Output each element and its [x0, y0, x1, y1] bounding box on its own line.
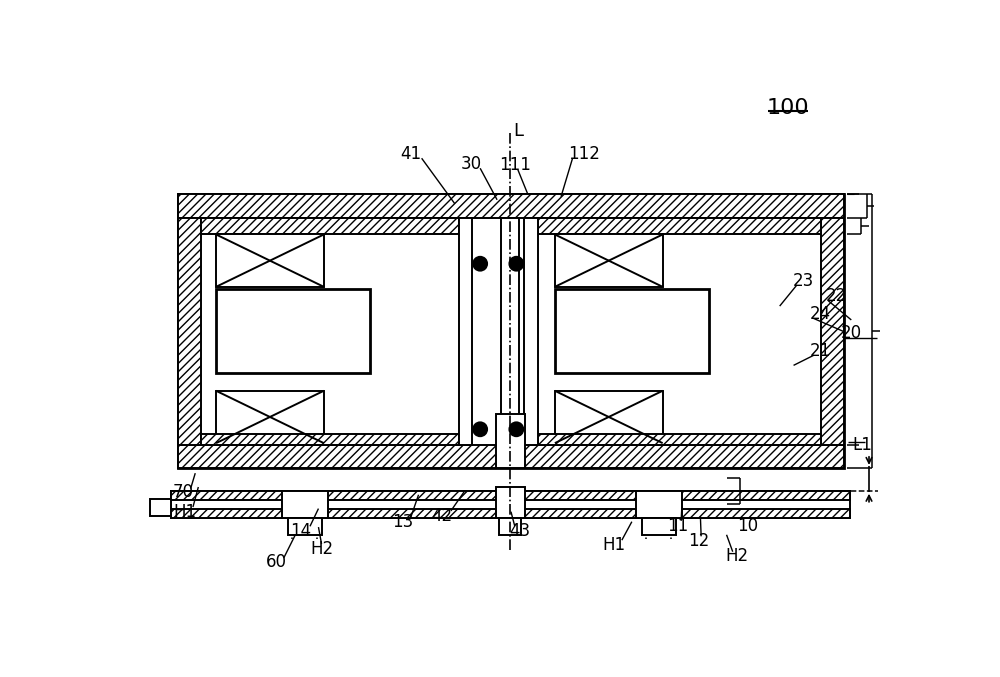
Text: H1: H1 [603, 536, 626, 554]
Circle shape [473, 422, 487, 436]
Bar [178, 445, 844, 468]
Bar [171, 491, 850, 500]
Bar [288, 518, 322, 535]
Text: 24: 24 [810, 305, 831, 323]
Bar [216, 289, 370, 374]
Text: 112: 112 [568, 145, 600, 162]
Bar [524, 217, 538, 445]
Text: 21: 21 [810, 342, 831, 359]
Text: 23: 23 [793, 271, 814, 290]
Text: 41: 41 [400, 145, 421, 162]
Text: L: L [513, 123, 523, 140]
Bar [282, 491, 328, 518]
Bar [538, 434, 821, 445]
Text: 43: 43 [510, 522, 531, 540]
Text: H2: H2 [310, 540, 333, 558]
Bar [820, 217, 844, 445]
Bar [171, 491, 850, 518]
Circle shape [473, 257, 487, 271]
Text: 14: 14 [290, 522, 311, 540]
Bar [555, 289, 709, 374]
Bar [538, 217, 821, 234]
Text: 30: 30 [460, 154, 481, 173]
Text: H1: H1 [174, 502, 197, 521]
Bar [150, 498, 171, 515]
Text: 60: 60 [266, 554, 287, 571]
Bar [201, 217, 459, 234]
Text: H2: H2 [726, 547, 749, 565]
Text: 111: 111 [499, 156, 531, 174]
Text: 11: 11 [667, 517, 689, 535]
Text: 20: 20 [841, 324, 862, 342]
Text: 12: 12 [688, 532, 709, 550]
Circle shape [509, 257, 523, 271]
Bar [459, 217, 472, 445]
Bar [496, 414, 525, 468]
Bar [499, 518, 521, 535]
Text: 22: 22 [825, 287, 847, 305]
Bar [555, 234, 663, 287]
Bar [501, 217, 519, 445]
Bar [171, 508, 850, 518]
Text: 42: 42 [431, 506, 452, 525]
Circle shape [509, 422, 523, 436]
Bar [178, 217, 201, 445]
Bar [496, 487, 525, 518]
Text: L1: L1 [853, 436, 873, 454]
Text: 70: 70 [172, 483, 193, 502]
Bar [216, 391, 324, 443]
Bar [636, 491, 682, 518]
Bar [642, 518, 676, 535]
Bar [216, 234, 324, 287]
Text: 13: 13 [393, 512, 414, 531]
Bar [555, 391, 663, 443]
Bar [178, 194, 844, 468]
Bar [178, 194, 844, 217]
Text: 100: 100 [767, 98, 809, 118]
Text: 10: 10 [738, 517, 759, 535]
Bar [201, 434, 459, 445]
